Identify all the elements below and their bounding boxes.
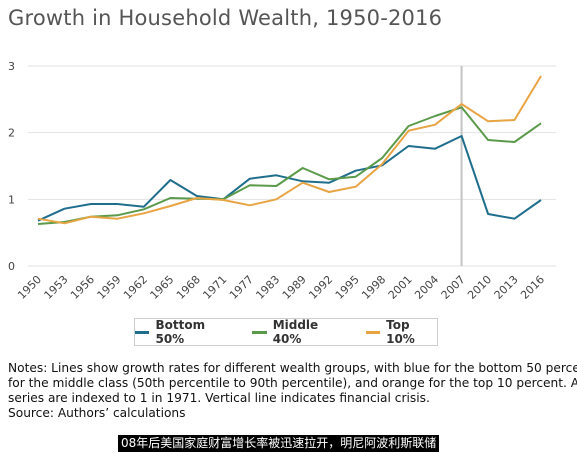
legend-item-top: Top 10% bbox=[365, 318, 437, 346]
x-tick-label-1998: 1998 bbox=[359, 273, 388, 302]
x-tick-label-1968: 1968 bbox=[174, 273, 203, 302]
x-tick-label-1977: 1977 bbox=[227, 273, 256, 302]
legend-item-middle: Middle 40% bbox=[252, 318, 343, 346]
series-line-top-10 bbox=[37, 75, 542, 225]
legend-swatch-top bbox=[365, 330, 381, 334]
notes-line-3: series are indexed to 1 in 1971. Vertica… bbox=[8, 391, 430, 405]
series-line-middle-40 bbox=[37, 106, 542, 225]
grid-lines bbox=[28, 65, 556, 267]
x-tick-label-2016: 2016 bbox=[518, 273, 547, 302]
legend: Bottom 50% Middle 40% Top 10% bbox=[134, 318, 438, 346]
x-tick-label-1959: 1959 bbox=[95, 273, 124, 302]
x-tick-label-1956: 1956 bbox=[68, 273, 97, 302]
x-tick-label-2013: 2013 bbox=[492, 273, 521, 302]
chart-notes: Notes: Lines show growth rates for diffe… bbox=[8, 361, 577, 421]
x-tick-label-1971: 1971 bbox=[200, 273, 229, 302]
x-tick-label-1950: 1950 bbox=[15, 273, 44, 302]
legend-label-bottom: Bottom 50% bbox=[155, 318, 206, 346]
x-tick-label-1983: 1983 bbox=[253, 273, 282, 302]
series-lines bbox=[37, 75, 542, 225]
x-tick-label-1965: 1965 bbox=[147, 273, 176, 302]
x-tick-label-2010: 2010 bbox=[465, 273, 494, 302]
notes-line-2: for the middle class (50th percentile to… bbox=[8, 376, 577, 390]
x-tick-label-1962: 1962 bbox=[121, 273, 150, 302]
x-tick-label-1995: 1995 bbox=[333, 273, 362, 302]
legend-item-bottom: Bottom 50% bbox=[135, 318, 230, 346]
legend-label-middle: Middle 40% bbox=[272, 318, 319, 346]
x-tick-label-2007: 2007 bbox=[439, 273, 468, 302]
y-tick-label-0: 0 bbox=[8, 260, 15, 273]
x-tick-label-2001: 2001 bbox=[386, 273, 415, 302]
video-subtitle-caption: 08年后美国家庭财富增长率被迅速拉开，明尼阿波利斯联储 bbox=[118, 435, 440, 452]
chart-title: Growth in Household Wealth, 1950-2016 bbox=[8, 6, 443, 30]
y-tick-label-1: 1 bbox=[8, 193, 15, 206]
y-tick-label-3: 3 bbox=[8, 60, 15, 73]
x-tick-label-1992: 1992 bbox=[306, 273, 335, 302]
notes-source: Source: Authors’ calculations bbox=[8, 406, 186, 420]
y-tick-label-2: 2 bbox=[8, 127, 15, 140]
y-axis-ticks: 0 1 2 3 bbox=[8, 60, 15, 273]
legend-swatch-bottom bbox=[135, 330, 150, 334]
legend-swatch-middle bbox=[252, 330, 267, 334]
x-tick-label-1953: 1953 bbox=[42, 273, 71, 302]
x-tick-label-1989: 1989 bbox=[280, 273, 309, 302]
x-axis-ticks: 1950195319561959196219651968197119771983… bbox=[15, 273, 547, 302]
notes-line-1: Notes: Lines show growth rates for diffe… bbox=[8, 361, 577, 375]
line-chart: 0 1 2 3 19501953195619591962196519681971197… bbox=[8, 60, 556, 302]
x-tick-label-2004: 2004 bbox=[412, 273, 441, 302]
series-line-bottom-50 bbox=[37, 135, 542, 222]
legend-label-top: Top 10% bbox=[386, 318, 415, 346]
